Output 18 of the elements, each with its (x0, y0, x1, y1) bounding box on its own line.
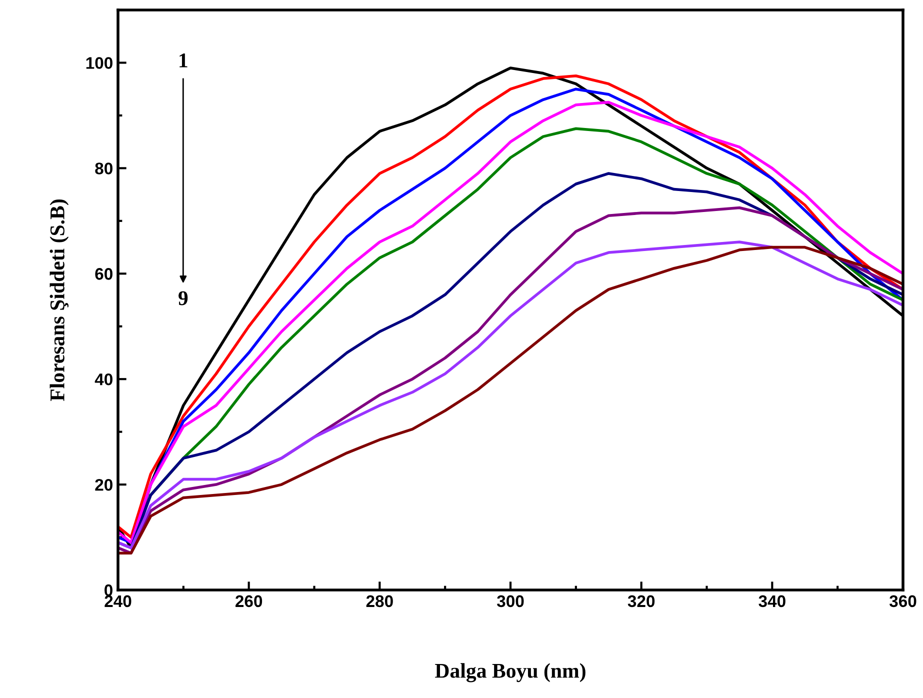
y-tick-label: 40 (94, 373, 112, 386)
y-axis-title: Floresans Şiddeti (S.B) (50, 200, 69, 402)
y-tick-label: 60 (95, 268, 112, 280)
line-series (149, 127, 903, 496)
x-axis-title: Dalga Boyu (nm) (435, 663, 586, 682)
x-tick-label: 260 (236, 595, 262, 608)
x-tick-label: 360 (889, 595, 916, 608)
y-tick-label: 0 (104, 584, 112, 596)
annotation: 9 (178, 291, 188, 306)
x-tick-label: 240 (104, 595, 132, 608)
x-tick-label: 280 (366, 595, 393, 608)
x-tick-label: 320 (628, 595, 655, 608)
y-tick-label: 100 (86, 57, 112, 69)
x-tick-label: 300 (496, 595, 524, 608)
annotation: 1 (180, 53, 188, 68)
x-tick-label: 340 (758, 595, 786, 608)
y-tick-label: 80 (95, 162, 112, 174)
y-tick-label: 20 (95, 478, 112, 491)
